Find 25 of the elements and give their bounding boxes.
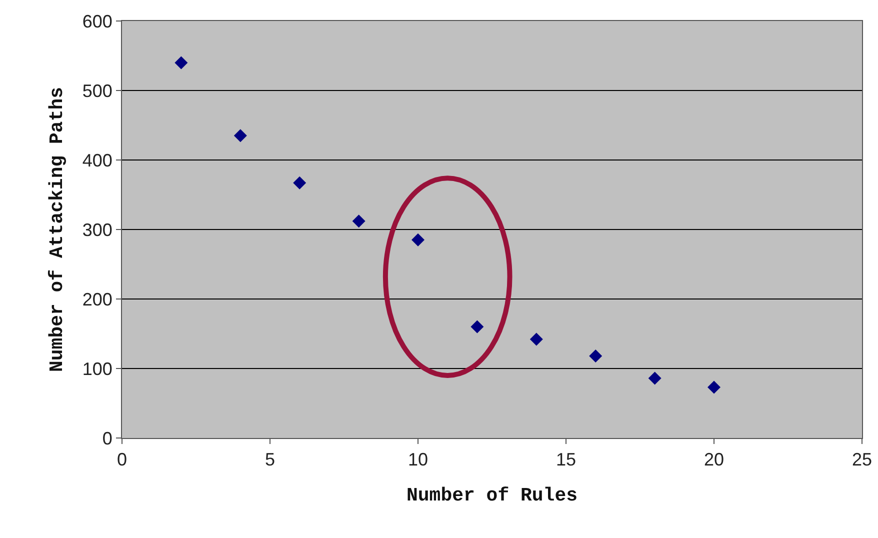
x-tick-label: 5 bbox=[264, 450, 276, 470]
x-tick-label: 0 bbox=[116, 450, 128, 470]
x-tick-label: 15 bbox=[556, 450, 576, 470]
point bbox=[293, 176, 306, 190]
point bbox=[352, 214, 366, 228]
point bbox=[648, 372, 662, 385]
y-tick-label: 0 bbox=[102, 428, 112, 448]
x-tick-label: 20 bbox=[704, 450, 724, 470]
y-tick-label: 300 bbox=[82, 220, 112, 240]
x-tick-label: 25 bbox=[852, 450, 872, 470]
x-tick-label: 10 bbox=[408, 450, 428, 470]
point bbox=[174, 56, 188, 70]
point bbox=[708, 380, 720, 394]
point bbox=[589, 349, 602, 362]
x-axis-title: Number of Rules bbox=[406, 484, 578, 506]
point bbox=[412, 233, 424, 246]
y-tick-label: 100 bbox=[82, 358, 112, 379]
y-tick-label: 600 bbox=[82, 11, 112, 32]
y-axis-title: Number of Attacking Paths bbox=[46, 86, 68, 372]
point bbox=[530, 332, 543, 346]
y-tick-label: 500 bbox=[82, 80, 112, 101]
y-tick-label: 400 bbox=[82, 150, 112, 170]
y-tick-label: 200 bbox=[82, 289, 112, 310]
point bbox=[470, 320, 484, 334]
point bbox=[234, 129, 247, 142]
